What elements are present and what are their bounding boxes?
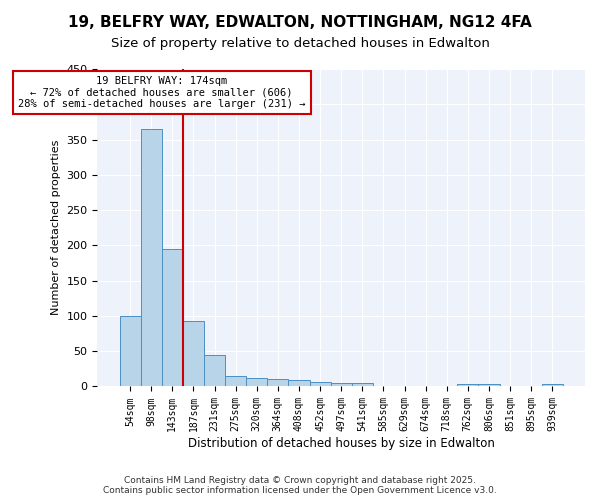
Text: Contains HM Land Registry data © Crown copyright and database right 2025.
Contai: Contains HM Land Registry data © Crown c… xyxy=(103,476,497,495)
Bar xyxy=(119,316,140,386)
X-axis label: Distribution of detached houses by size in Edwalton: Distribution of detached houses by size … xyxy=(188,437,494,450)
Bar xyxy=(204,354,225,386)
Bar xyxy=(310,382,331,386)
Bar xyxy=(225,376,246,386)
Bar xyxy=(246,378,267,386)
Bar xyxy=(140,129,162,386)
Text: 19 BELFRY WAY: 174sqm
← 72% of detached houses are smaller (606)
28% of semi-det: 19 BELFRY WAY: 174sqm ← 72% of detached … xyxy=(18,76,305,110)
Y-axis label: Number of detached properties: Number of detached properties xyxy=(51,140,61,316)
Bar xyxy=(331,383,352,386)
Bar xyxy=(289,380,310,386)
Bar xyxy=(162,249,183,386)
Text: Size of property relative to detached houses in Edwalton: Size of property relative to detached ho… xyxy=(110,38,490,51)
Bar xyxy=(183,321,204,386)
Bar xyxy=(352,383,373,386)
Text: 19, BELFRY WAY, EDWALTON, NOTTINGHAM, NG12 4FA: 19, BELFRY WAY, EDWALTON, NOTTINGHAM, NG… xyxy=(68,15,532,30)
Bar xyxy=(542,384,563,386)
Bar xyxy=(478,384,500,386)
Bar xyxy=(457,384,478,386)
Bar xyxy=(267,380,289,386)
